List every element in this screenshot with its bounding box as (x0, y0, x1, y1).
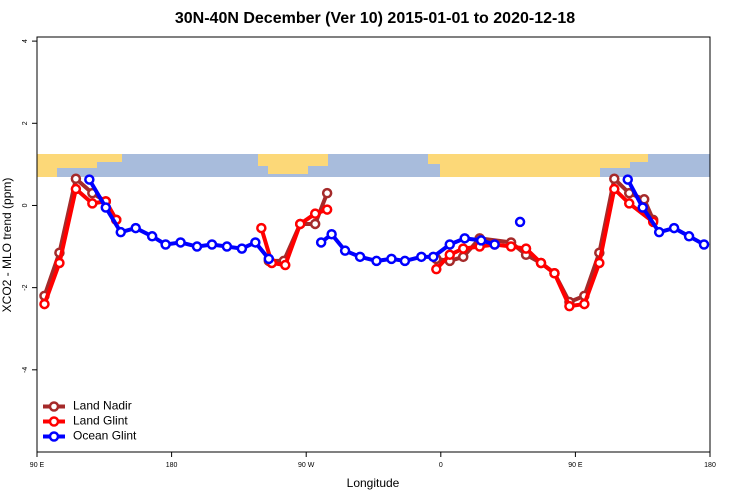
data-point (698, 239, 710, 250)
data-point (520, 243, 532, 254)
data-point (54, 257, 65, 269)
data-point (514, 216, 526, 228)
x-tick-label: 180 (166, 462, 178, 469)
data-point (321, 204, 333, 215)
data-point (609, 183, 620, 195)
data-point (371, 255, 382, 267)
data-point (250, 237, 261, 248)
data-point (564, 300, 575, 312)
data-point (416, 251, 427, 263)
data-point (668, 222, 680, 234)
data-point (70, 173, 82, 185)
x-tick-label: 90 W (298, 462, 315, 469)
data-point (594, 257, 605, 269)
legend-marker (48, 401, 60, 412)
data-point (428, 251, 439, 263)
data-point (549, 268, 560, 279)
data-point (280, 259, 291, 271)
legend-label: Land Glint (73, 414, 128, 428)
chart-title: 30N-40N December (Ver 10) 2015-01-01 to … (175, 10, 575, 27)
data-point (535, 257, 547, 269)
x-axis-label: Longitude (347, 476, 400, 490)
x-tick-label: 90 E (568, 462, 583, 469)
data-point (100, 202, 112, 213)
data-point (622, 174, 633, 185)
data-point (459, 233, 470, 244)
data-point (505, 241, 517, 252)
data-point (326, 228, 337, 240)
y-tick-label: 2 (22, 121, 29, 125)
data-point (399, 255, 411, 267)
data-point (206, 239, 218, 250)
data-point (489, 239, 500, 250)
data-point (263, 253, 275, 265)
data-point (256, 222, 267, 234)
data-point (160, 239, 171, 250)
series-line (42, 176, 656, 305)
data-point (637, 202, 648, 213)
legend-marker (48, 416, 60, 427)
y-axis-label: XCO2 - MLO trend (ppm) (0, 178, 14, 313)
data-point (431, 263, 442, 275)
data-point (309, 218, 321, 230)
data-point (84, 174, 95, 185)
data-point (444, 239, 456, 250)
data-point (444, 249, 456, 261)
data-point (386, 253, 397, 265)
data-point (321, 187, 333, 199)
data-point (339, 245, 351, 256)
legend-label: Land Nadir (73, 399, 132, 413)
data-point (294, 218, 306, 230)
data-point (221, 241, 233, 252)
data-point (609, 173, 620, 185)
data-point (315, 237, 327, 248)
y-tick-label: -2 (22, 284, 29, 290)
data-point (115, 226, 127, 238)
data-point (236, 243, 248, 254)
y-tick-label: 4 (22, 39, 29, 43)
data-point (191, 241, 203, 252)
data-point (39, 298, 50, 310)
data-point (309, 208, 321, 219)
data-point (87, 198, 98, 209)
x-tick-label: 180 (704, 462, 716, 469)
data-point (457, 251, 469, 263)
data-point (653, 226, 665, 238)
x-tick-label: 0 (439, 462, 443, 469)
y-tick-label: -4 (22, 367, 29, 373)
data-point (683, 231, 695, 242)
plot-box (36, 36, 711, 453)
data-point (457, 243, 469, 254)
data-point (623, 198, 635, 209)
data-point (146, 231, 158, 242)
data-point (130, 222, 141, 234)
data-point (175, 237, 186, 248)
y-tick-label: 0 (22, 203, 29, 207)
legend-label: Ocean Glint (73, 429, 137, 443)
map-strip (37, 154, 710, 177)
data-point (70, 183, 82, 195)
data-point (579, 298, 590, 310)
data-point (354, 251, 366, 263)
x-tick-label: 90 E (30, 462, 45, 469)
legend-marker (48, 431, 60, 442)
data-point (475, 235, 487, 246)
